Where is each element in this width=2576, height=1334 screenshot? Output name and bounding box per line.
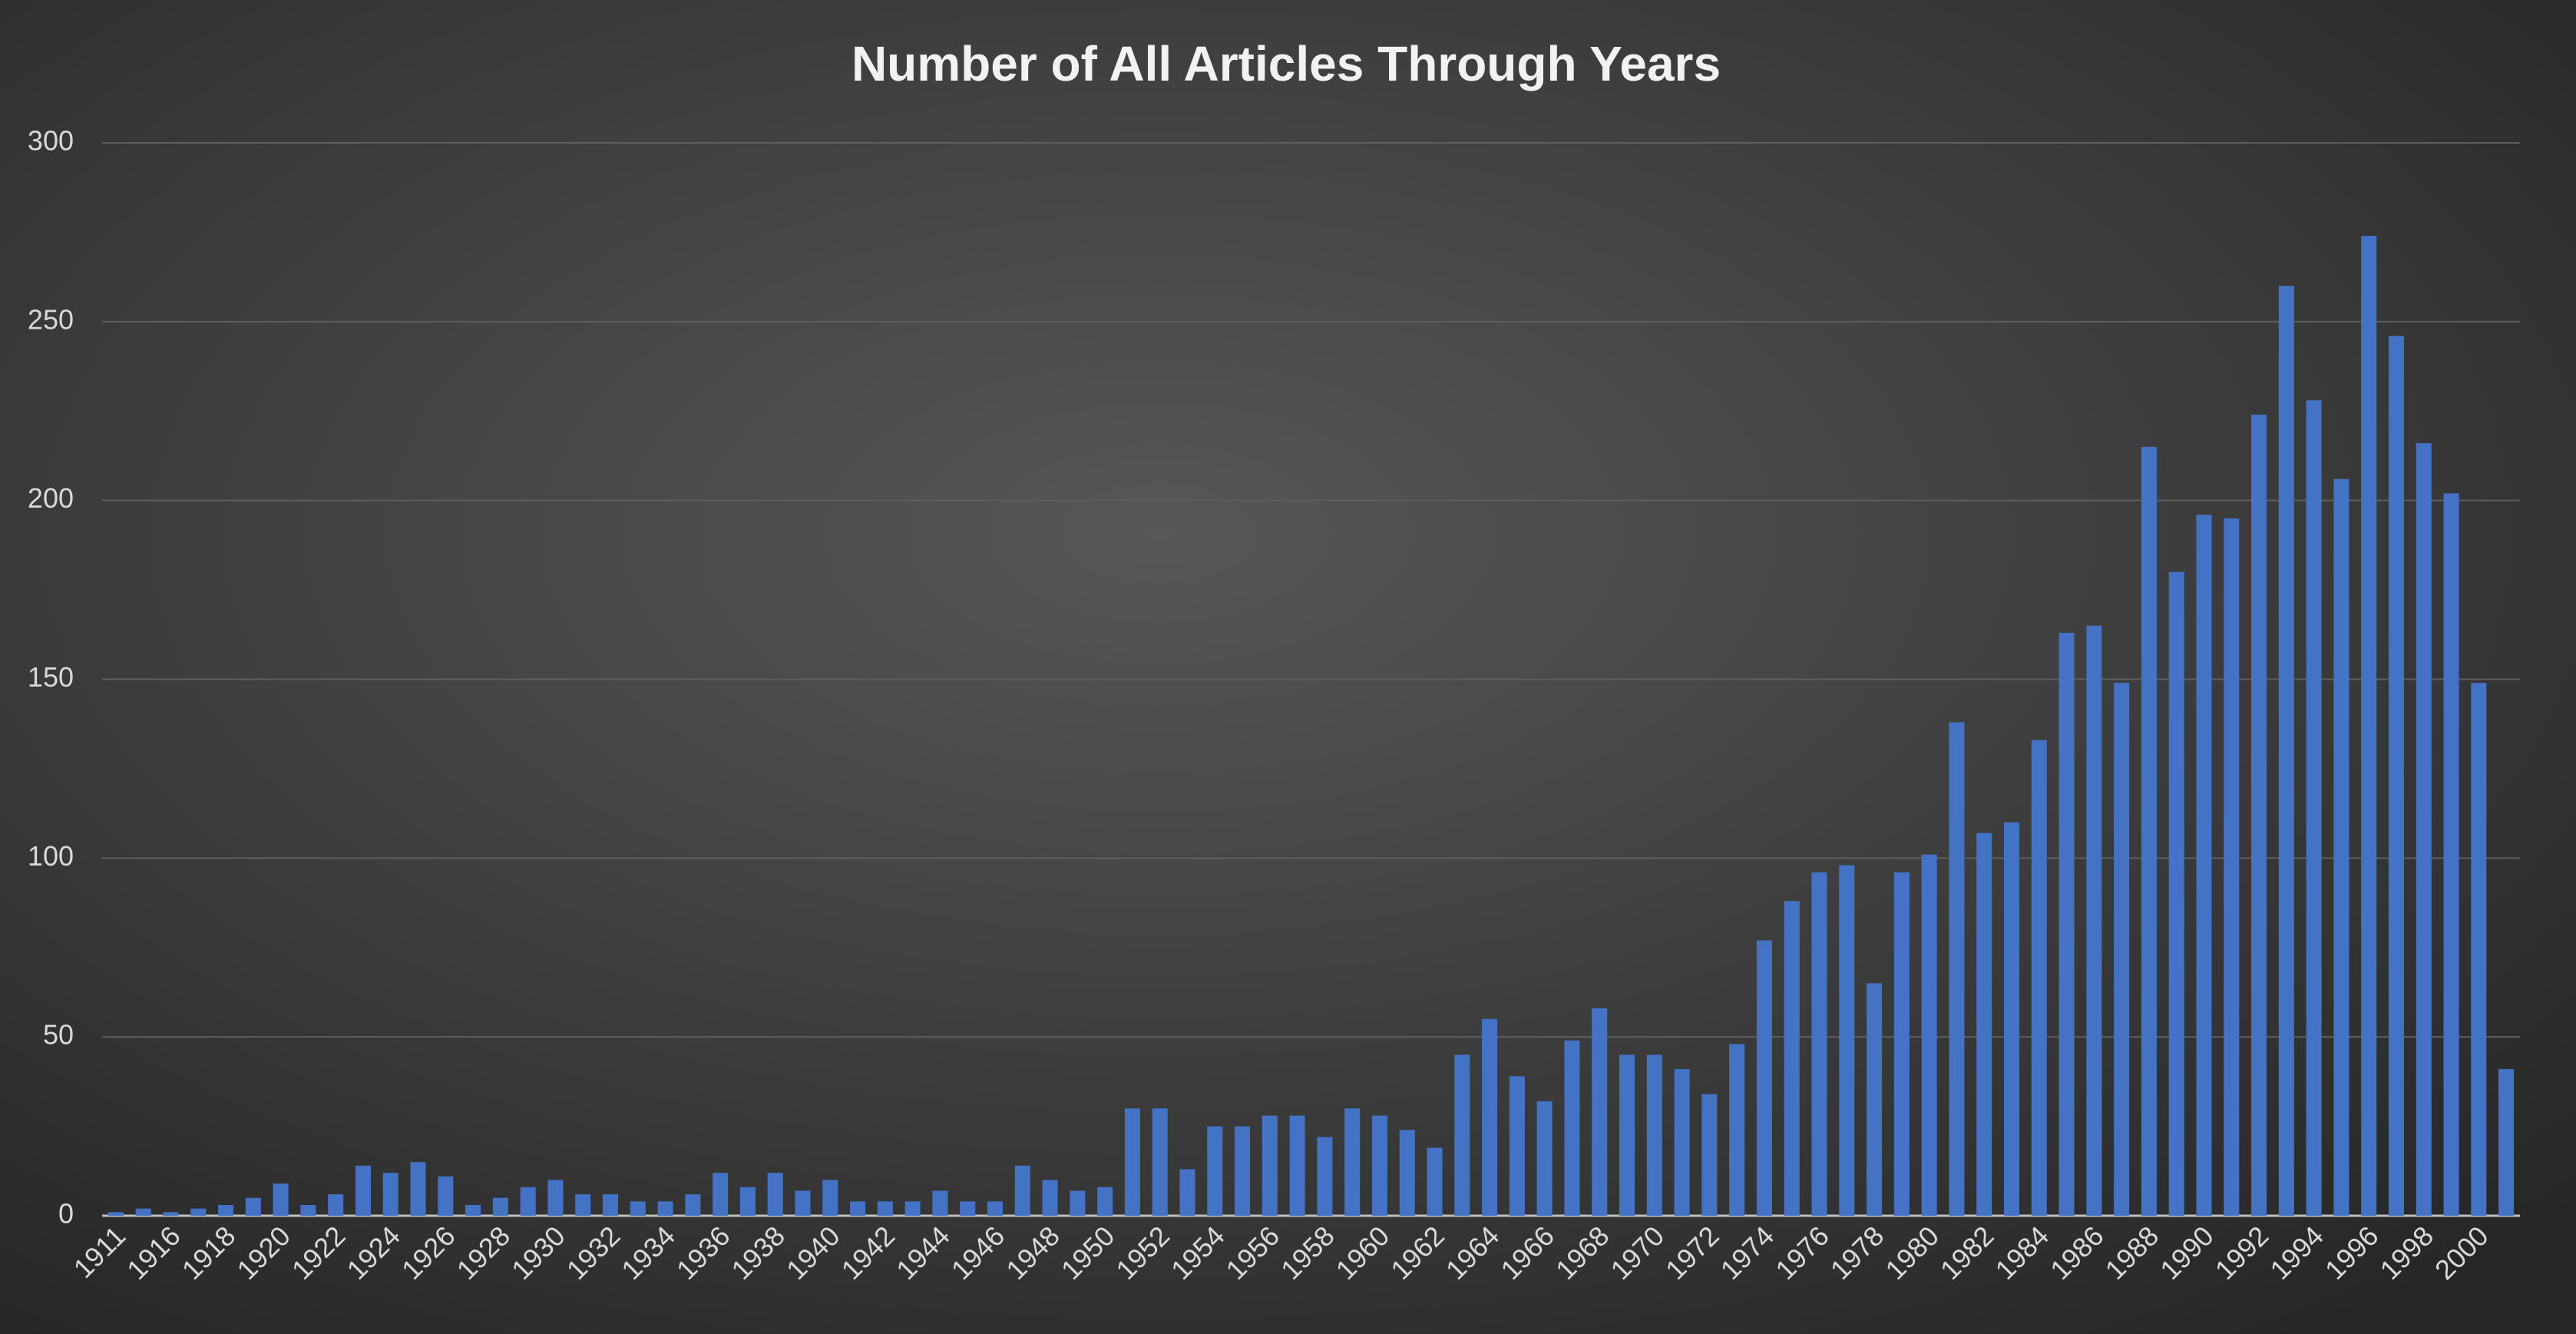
- y-tick-label: 200: [28, 482, 74, 514]
- bar: [2498, 1069, 2515, 1216]
- bar: [1070, 1190, 1086, 1216]
- chart-title: Number of All Articles Through Years: [852, 36, 1721, 91]
- bar: [2443, 493, 2459, 1216]
- bar: [2114, 683, 2130, 1216]
- bar: [1592, 1008, 1608, 1216]
- bar: [2278, 286, 2294, 1216]
- bar: [1344, 1108, 1361, 1216]
- bar: [795, 1190, 811, 1216]
- y-tick-label: 300: [28, 125, 74, 157]
- bar: [2361, 236, 2377, 1216]
- y-tick-label: 100: [28, 840, 74, 872]
- bar: [713, 1173, 729, 1216]
- bar: [2416, 443, 2432, 1216]
- bar: [1097, 1187, 1113, 1216]
- bar: [382, 1173, 398, 1216]
- bar: [135, 1208, 151, 1216]
- bar: [2306, 400, 2322, 1216]
- bar: [1701, 1094, 1718, 1216]
- bar: [602, 1194, 619, 1216]
- bar: [2086, 625, 2102, 1216]
- bar: [1921, 854, 1937, 1216]
- bar: [1317, 1137, 1333, 1216]
- bar: [1784, 901, 1800, 1216]
- bar: [1646, 1054, 1662, 1216]
- bar: [1042, 1180, 1058, 1216]
- bar: [1207, 1126, 1223, 1216]
- bar: [190, 1208, 207, 1216]
- bar: [1179, 1169, 1195, 1216]
- bar: [1014, 1165, 1030, 1216]
- bar: [2168, 571, 2184, 1216]
- bar: [2251, 414, 2267, 1216]
- bar: [1399, 1130, 1415, 1216]
- bar: [107, 1212, 124, 1216]
- bar: [1509, 1076, 1525, 1216]
- bar: [1674, 1069, 1690, 1216]
- bar: [2388, 336, 2404, 1216]
- bar: [245, 1197, 261, 1216]
- bar: [657, 1201, 673, 1216]
- bar: [2471, 683, 2487, 1216]
- bar: [767, 1173, 783, 1216]
- bar: [410, 1162, 426, 1216]
- bar: [685, 1194, 701, 1216]
- bar: [1371, 1115, 1387, 1216]
- bar: [1289, 1115, 1305, 1216]
- bar: [877, 1201, 893, 1216]
- bar: [520, 1187, 536, 1216]
- bar: [2031, 740, 2047, 1216]
- y-tick-label: 150: [28, 661, 74, 693]
- bar: [932, 1190, 948, 1216]
- bar: [1564, 1040, 1580, 1216]
- bar: [1729, 1044, 1745, 1216]
- y-tick-label: 50: [43, 1019, 74, 1051]
- bar: [1839, 865, 1855, 1216]
- bar: [575, 1194, 591, 1216]
- bar: [1619, 1054, 1635, 1216]
- bar: [1536, 1101, 1553, 1216]
- bar: [1152, 1108, 1168, 1216]
- bar: [438, 1176, 454, 1216]
- bar: [987, 1201, 1004, 1216]
- bar: [960, 1201, 976, 1216]
- bar: [273, 1183, 289, 1216]
- bar: [2003, 822, 2020, 1216]
- bar: [1235, 1126, 1251, 1216]
- bar: [2141, 446, 2157, 1216]
- bar: [355, 1165, 371, 1216]
- bar: [1756, 940, 1772, 1216]
- bar: [300, 1205, 316, 1216]
- bar: [2224, 518, 2240, 1216]
- bar: [547, 1180, 564, 1216]
- bar: [465, 1205, 481, 1216]
- bar: [739, 1187, 756, 1216]
- bar: [328, 1194, 344, 1216]
- bar: [492, 1197, 508, 1216]
- bar: [2333, 478, 2349, 1216]
- bar: [1482, 1018, 1498, 1216]
- bar: [2058, 632, 2075, 1216]
- bar: [1949, 722, 1965, 1216]
- bar: [1893, 872, 1910, 1216]
- bar: [1454, 1054, 1470, 1216]
- bar: [1262, 1115, 1278, 1216]
- bar: [1124, 1108, 1140, 1216]
- bar: [822, 1180, 838, 1216]
- bar: [1811, 872, 1827, 1216]
- bar: [850, 1201, 866, 1216]
- y-tick-label: 0: [58, 1198, 74, 1230]
- bar: [630, 1201, 646, 1216]
- bar: [2196, 515, 2212, 1216]
- bar: [904, 1201, 921, 1216]
- bar: [1976, 833, 1992, 1216]
- bar: [1867, 983, 1883, 1216]
- bar: [163, 1212, 179, 1216]
- bar: [1427, 1147, 1443, 1216]
- bar: [218, 1205, 234, 1216]
- y-tick-label: 250: [28, 303, 74, 335]
